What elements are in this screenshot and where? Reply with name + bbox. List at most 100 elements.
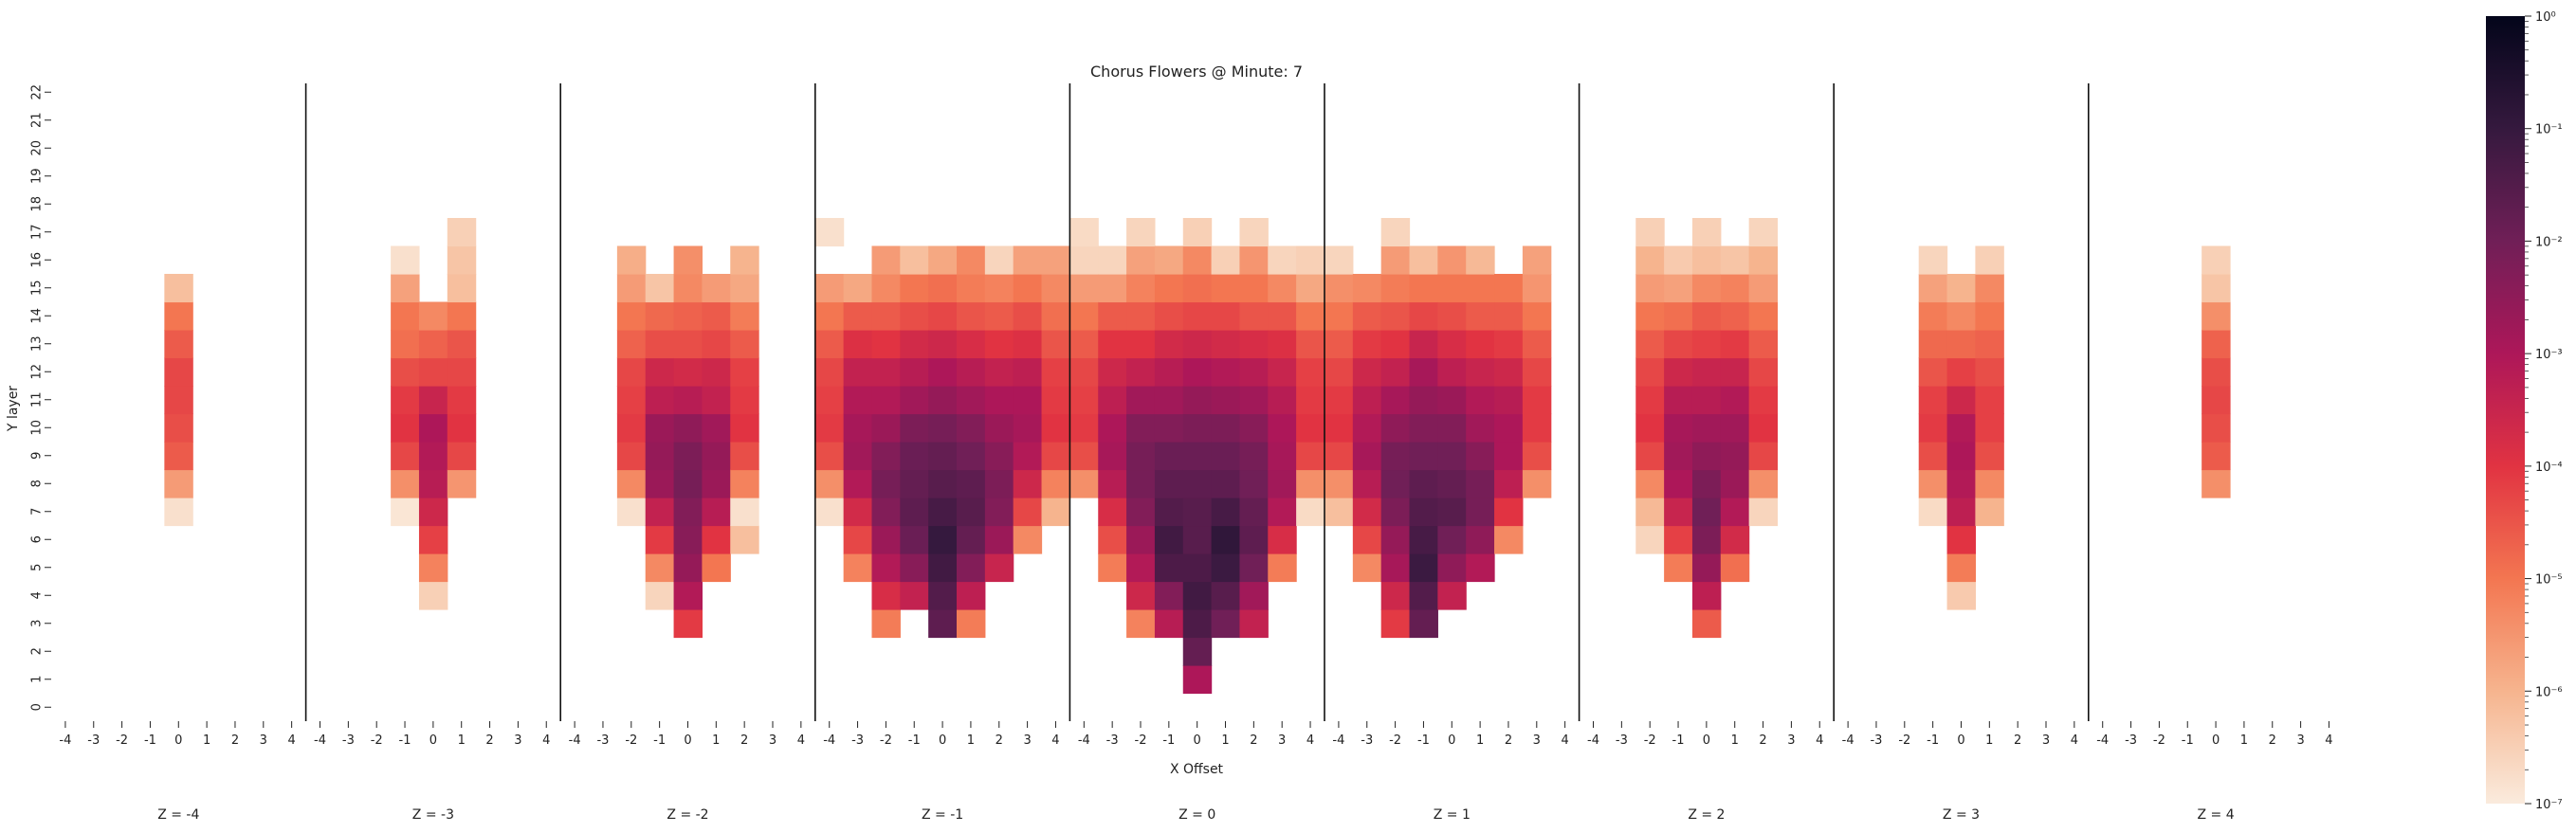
heatmap-cell	[1437, 442, 1467, 471]
heatmap-cell	[928, 357, 958, 387]
heatmap-cell	[1380, 386, 1411, 415]
heatmap-cell	[1635, 301, 1665, 331]
heatmap-cell	[843, 553, 873, 583]
heatmap-cell	[1635, 274, 1665, 303]
y-tick-label: 15	[30, 280, 45, 296]
heatmap-cell	[391, 274, 420, 303]
heatmap-cell	[1098, 274, 1127, 303]
heatmap-cell	[730, 330, 759, 359]
heatmap-cell	[1239, 274, 1269, 303]
x-tick-label: 3	[1787, 733, 1795, 748]
heatmap-cell	[900, 581, 929, 610]
heatmap-cell	[1664, 413, 1693, 443]
heatmap-cell	[1182, 498, 1213, 527]
heatmap-cell	[1041, 330, 1070, 359]
heatmap-cell	[871, 498, 901, 527]
heatmap-cell	[1325, 330, 1354, 359]
heatmap-cell	[1409, 386, 1438, 415]
heatmap-cell	[871, 357, 901, 387]
heatmap-cell	[1691, 581, 1722, 610]
x-tick-label: -2	[880, 733, 892, 748]
heatmap-cell	[645, 553, 675, 583]
heatmap-cell	[1325, 498, 1354, 527]
heatmap-cell	[2201, 413, 2231, 443]
heatmap-cell	[1239, 218, 1269, 247]
x-tick-label: -4	[1842, 733, 1854, 748]
x-tick-label: 0	[1703, 733, 1710, 748]
y-tick-label: 13	[30, 335, 45, 352]
heatmap-cell	[1918, 386, 1948, 415]
heatmap-cell	[2201, 245, 2231, 275]
heatmap-cell	[843, 498, 873, 527]
y-tick-label: 14	[30, 308, 45, 324]
x-tick-label: 1	[203, 733, 210, 748]
heatmap-cell	[1268, 525, 1297, 554]
x-tick-label: 3	[769, 733, 776, 748]
heatmap-cell	[1664, 274, 1693, 303]
heatmap-cell	[1182, 442, 1213, 471]
heatmap-cell	[1975, 498, 2004, 527]
heatmap-cell	[871, 553, 901, 583]
heatmap-cell	[1182, 469, 1213, 498]
heatmap-cell	[1918, 413, 1948, 443]
heatmap-cell	[1041, 301, 1070, 331]
heatmap-cell	[1126, 386, 1156, 415]
heatmap-cell	[1069, 386, 1099, 415]
x-tick-label: -3	[342, 733, 355, 748]
heatmap-cell	[1522, 386, 1552, 415]
x-tick-label: 2	[485, 733, 493, 748]
heatmap-cell	[391, 469, 420, 498]
heatmap-cell	[1268, 469, 1297, 498]
heatmap-cell	[673, 469, 703, 498]
heatmap-cell	[645, 442, 675, 471]
panel-label: Z = 2	[1688, 807, 1725, 823]
heatmap-cell	[702, 357, 731, 387]
y-tick-label: 5	[30, 564, 45, 571]
heatmap-cell	[1239, 442, 1269, 471]
x-tick-label: 4	[2071, 733, 2078, 748]
heatmap-cell	[1211, 245, 1241, 275]
heatmap-cell	[900, 386, 929, 415]
heatmap-cell	[730, 386, 759, 415]
panel-label: Z = 1	[1434, 807, 1471, 823]
heatmap-cell	[1013, 357, 1043, 387]
heatmap-cell	[871, 386, 901, 415]
x-tick-label: 4	[2325, 733, 2332, 748]
heatmap-cell	[673, 442, 703, 471]
y-tick-label: 8	[30, 480, 45, 487]
y-tick-label: 21	[30, 112, 45, 128]
panel-label: Z = -2	[667, 807, 708, 823]
heatmap-cell	[814, 330, 845, 359]
heatmap-cell	[1352, 386, 1382, 415]
heatmap-cell	[1466, 442, 1495, 471]
x-tick-label: -3	[596, 733, 609, 748]
heatmap-cell	[843, 442, 873, 471]
heatmap-cell	[1975, 413, 2004, 443]
heatmap-cell	[957, 553, 986, 583]
heatmap-cell	[1211, 301, 1241, 331]
heatmap-cell	[1720, 525, 1750, 554]
x-tick-label: 2	[1505, 733, 1512, 748]
heatmap-cell	[1211, 357, 1241, 387]
heatmap-cell	[871, 609, 901, 639]
heatmap-cell	[616, 442, 647, 471]
heatmap-cell	[702, 498, 731, 527]
heatmap-cell	[1041, 413, 1070, 443]
heatmap-cell	[702, 330, 731, 359]
heatmap-cells	[164, 218, 2231, 695]
heatmap-cell	[900, 469, 929, 498]
heatmap-cell	[1437, 525, 1467, 554]
heatmap-cell	[1380, 553, 1411, 583]
heatmap-cell	[1380, 581, 1411, 610]
heatmap-cell	[1720, 386, 1750, 415]
heatmap-cell	[1437, 581, 1467, 610]
heatmap-cell	[1154, 442, 1184, 471]
heatmap-cell	[1946, 301, 1976, 331]
heatmap-cell	[1975, 469, 2004, 498]
heatmap-cell	[1691, 274, 1722, 303]
heatmap-cell	[1748, 413, 1779, 443]
heatmap-cell	[1154, 357, 1184, 387]
heatmap-cell	[1211, 442, 1241, 471]
heatmap-cell	[673, 553, 703, 583]
y-tick-label: 11	[30, 391, 45, 407]
